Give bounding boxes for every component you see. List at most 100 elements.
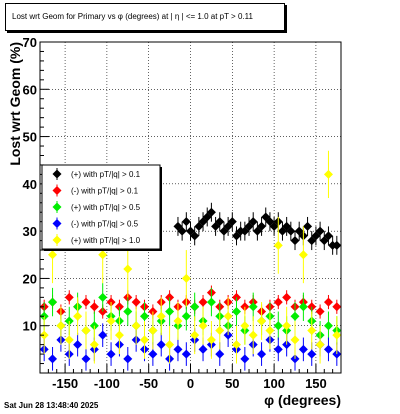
data-point <box>303 221 313 231</box>
data-point <box>248 330 258 340</box>
data-point <box>98 330 108 340</box>
x-tick-label: -150 <box>52 376 78 391</box>
x-tick-label: 50 <box>225 376 239 391</box>
data-point <box>89 340 99 350</box>
data-point <box>190 231 200 241</box>
data-point <box>131 297 141 307</box>
data-point <box>323 344 333 354</box>
data-point <box>123 354 133 364</box>
data-point <box>106 316 116 326</box>
data-point <box>181 311 191 321</box>
y-tick-label: 60 <box>23 82 37 97</box>
data-point <box>223 311 233 321</box>
x-axis-label: φ (degrees) <box>264 392 341 408</box>
data-point <box>190 302 200 312</box>
data-point <box>257 349 267 359</box>
data-point <box>290 311 300 321</box>
legend-entry-label: (+) with pT/|q| > 1.0 <box>71 236 141 245</box>
data-point <box>206 207 216 217</box>
data-point <box>64 335 74 345</box>
data-point <box>173 316 183 326</box>
data-point <box>148 325 158 335</box>
data-point <box>206 335 216 345</box>
legend-marker <box>52 186 62 195</box>
data-point <box>156 311 166 321</box>
data-point <box>48 354 58 364</box>
data-point <box>282 292 292 302</box>
data-point <box>240 354 250 364</box>
legend-entry-label: (+) with pT/|q| > 0.5 <box>71 203 141 212</box>
data-point <box>190 330 200 340</box>
data-point <box>315 340 325 350</box>
y-tick-label: 40 <box>23 177 37 192</box>
legend-marker <box>52 219 62 228</box>
data-point <box>273 297 283 307</box>
data-point <box>81 325 91 335</box>
legend-entry-label: (+) with pT/|q| > 0.1 <box>71 170 141 179</box>
data-point <box>64 292 74 302</box>
data-point <box>273 344 283 354</box>
data-point <box>323 169 333 179</box>
x-tick-label: -50 <box>139 376 158 391</box>
data-point <box>181 273 191 283</box>
data-point <box>123 307 133 317</box>
data-point <box>315 226 325 236</box>
data-point <box>231 340 241 350</box>
y-axis-label: Lost wrt Geom (%) <box>7 42 23 166</box>
data-point <box>323 321 333 331</box>
data-point <box>177 226 187 236</box>
data-point <box>106 349 116 359</box>
legend-entry-label: (-) with pT/|q| > 0.5 <box>71 220 139 229</box>
data-point <box>181 349 191 359</box>
data-point <box>282 321 292 331</box>
data-point <box>181 217 191 227</box>
data-point <box>215 217 225 227</box>
data-point <box>315 307 325 317</box>
y-tick-label: 20 <box>23 271 37 286</box>
data-point <box>39 330 49 340</box>
legend-box <box>41 164 161 250</box>
data-point <box>265 325 275 335</box>
x-tick-label: 100 <box>263 376 285 391</box>
data-point <box>140 311 150 321</box>
data-point <box>298 250 308 260</box>
data-point <box>81 354 91 364</box>
x-tick-label: -100 <box>94 376 120 391</box>
data-point <box>48 297 58 307</box>
y-tick-label: 50 <box>23 130 37 145</box>
legend-marker <box>52 202 62 212</box>
data-point <box>298 302 308 312</box>
data-point <box>257 316 267 326</box>
data-point <box>307 349 317 359</box>
data-point <box>286 226 296 236</box>
data-point <box>89 302 99 312</box>
data-point <box>56 321 66 331</box>
legend-marker <box>52 169 62 179</box>
legend-marker <box>52 235 62 245</box>
x-tick-label: 150 <box>305 376 327 391</box>
data-point <box>156 340 166 350</box>
y-tick-label: 30 <box>23 224 37 239</box>
data-point <box>290 236 300 246</box>
data-point <box>165 307 175 317</box>
x-tick-label: 0 <box>187 376 194 391</box>
data-point <box>248 302 258 312</box>
data-point <box>73 340 83 350</box>
data-point <box>165 340 175 350</box>
data-point <box>257 221 267 231</box>
legend-entry-label: (-) with pT/|q| > 0.1 <box>71 187 139 196</box>
data-point <box>215 325 225 335</box>
data-point <box>98 292 108 302</box>
data-point <box>198 344 208 354</box>
data-point <box>248 217 258 227</box>
data-point <box>273 321 283 331</box>
data-point <box>131 321 141 331</box>
data-point <box>323 231 333 241</box>
data-point <box>123 264 133 274</box>
data-point <box>198 321 208 331</box>
data-point <box>332 330 342 340</box>
data-point <box>206 297 216 307</box>
data-point <box>198 297 208 307</box>
chart-title-box: Lost wrt Geom for Primary vs φ (degrees)… <box>5 3 285 31</box>
